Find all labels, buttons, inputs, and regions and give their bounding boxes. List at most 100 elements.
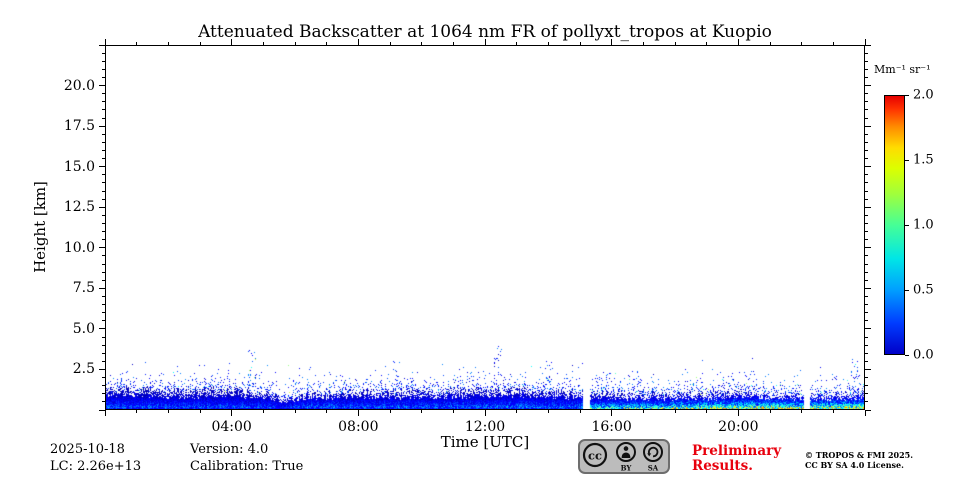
footer-date: 2025-10-18: [50, 442, 125, 457]
y-axis-tick: [102, 52, 105, 54]
y-axis-tick: [102, 385, 105, 387]
x-axis-tick: [706, 410, 708, 413]
x-axis-tick: [104, 410, 106, 416]
y-axis-tick: [102, 117, 105, 119]
y-axis-tick-right: [865, 133, 868, 135]
y-axis-tick: [102, 336, 105, 338]
y-axis-tick-right: [865, 109, 868, 111]
x-axis-tick-top: [231, 39, 233, 45]
y-axis-tick: [102, 158, 105, 160]
x-axis-tick-top: [262, 42, 264, 45]
y-axis-tick-right: [865, 336, 868, 338]
colorbar-tick-label: 0.0: [913, 347, 934, 363]
y-axis-tick-right: [865, 409, 871, 411]
y-axis-tick-right: [865, 158, 868, 160]
y-axis-tick-right: [865, 368, 871, 370]
y-axis-tick-right: [865, 149, 868, 151]
y-axis-tick: [102, 101, 105, 103]
y-axis-tick: [102, 93, 105, 95]
x-axis-tick-top: [484, 39, 486, 45]
x-axis-tick-top: [389, 42, 391, 45]
y-axis-tick-right: [865, 44, 871, 46]
x-axis-tick-top: [421, 42, 423, 45]
y-axis-tick: [102, 133, 105, 135]
y-axis-tick: [102, 149, 105, 151]
footer-lidar-constant: LC: 2.26e+13: [50, 459, 142, 474]
x-tick-label: 08:00: [338, 419, 379, 435]
y-axis-tick-right: [865, 360, 868, 362]
y-axis-tick: [99, 44, 105, 46]
x-axis-tick-top: [547, 42, 549, 45]
colorbar-tick: [905, 289, 909, 291]
x-axis-tick-top: [199, 42, 201, 45]
colorbar: [884, 95, 905, 355]
y-axis-tick: [102, 182, 105, 184]
x-axis-tick-top: [642, 42, 644, 45]
cc-icon: cc: [582, 442, 608, 468]
x-axis-tick: [421, 410, 423, 413]
y-axis-tick: [102, 231, 105, 233]
y-axis-tick: [99, 85, 105, 87]
y-axis-tick: [102, 401, 105, 403]
y-axis-tick: [99, 166, 105, 168]
y-axis-tick: [102, 360, 105, 362]
y-tick-label: 10.0: [63, 239, 95, 256]
y-axis-tick-right: [865, 279, 868, 281]
y-axis-tick-right: [865, 85, 871, 87]
y-axis-tick-right: [865, 141, 868, 143]
footer-calibration: Calibration: True: [190, 459, 304, 474]
y-axis-tick-right: [865, 231, 868, 233]
x-axis-tick-top: [167, 42, 169, 45]
y-axis-tick: [102, 198, 105, 200]
x-axis-tick-top: [706, 42, 708, 45]
x-axis-tick: [547, 410, 549, 413]
by-label: BY: [621, 464, 633, 473]
y-axis-tick: [102, 393, 105, 395]
x-axis-tick: [611, 410, 613, 416]
y-axis-tick-right: [865, 247, 871, 249]
y-axis-tick: [102, 344, 105, 346]
x-axis-tick-top: [832, 42, 834, 45]
x-axis-tick-top: [326, 42, 328, 45]
cc-by-sa-badge: cc BY SA: [578, 439, 670, 474]
x-axis-tick: [737, 410, 739, 416]
x-axis-tick: [642, 410, 644, 413]
y-axis-tick-right: [865, 239, 868, 241]
y-axis-tick: [102, 68, 105, 70]
copyright-line-2: CC BY SA 4.0 License.: [805, 460, 904, 470]
x-axis-tick: [262, 410, 264, 413]
y-axis-tick: [99, 206, 105, 208]
y-axis-tick-right: [865, 271, 868, 273]
colorbar-unit-label: Mm⁻¹ sr⁻¹: [874, 63, 931, 76]
y-axis-tick-right: [865, 166, 871, 168]
y-axis-tick-right: [865, 125, 871, 127]
copyright-note: © TROPOS & FMI 2025. CC BY SA 4.0 Licens…: [805, 450, 913, 470]
y-axis-tick: [102, 174, 105, 176]
y-axis-tick: [102, 255, 105, 257]
y-axis-tick-right: [865, 52, 868, 54]
x-axis-tick: [199, 410, 201, 413]
y-axis-tick: [102, 377, 105, 379]
x-axis-tick-top: [452, 42, 454, 45]
colorbar-tick-label: 2.0: [913, 87, 934, 103]
x-axis-tick-top: [737, 39, 739, 45]
y-axis-tick: [102, 60, 105, 62]
y-axis-tick-right: [865, 352, 868, 354]
y-axis-tick-right: [865, 117, 868, 119]
colorbar-tick: [905, 354, 909, 356]
y-tick-label: 20.0: [63, 77, 95, 94]
y-axis-tick: [102, 76, 105, 78]
y-axis-tick-right: [865, 198, 868, 200]
x-axis-tick: [832, 410, 834, 413]
y-axis-tick: [102, 214, 105, 216]
attribution-person-icon: BY: [616, 442, 636, 473]
colorbar-tick-label: 1.5: [913, 152, 934, 168]
y-axis-tick-right: [865, 206, 871, 208]
y-axis-tick: [102, 279, 105, 281]
y-axis-tick: [102, 352, 105, 354]
x-axis-tick-top: [864, 39, 866, 45]
x-axis-tick-top: [104, 39, 106, 45]
y-axis-tick: [99, 125, 105, 127]
x-axis-tick: [452, 410, 454, 413]
